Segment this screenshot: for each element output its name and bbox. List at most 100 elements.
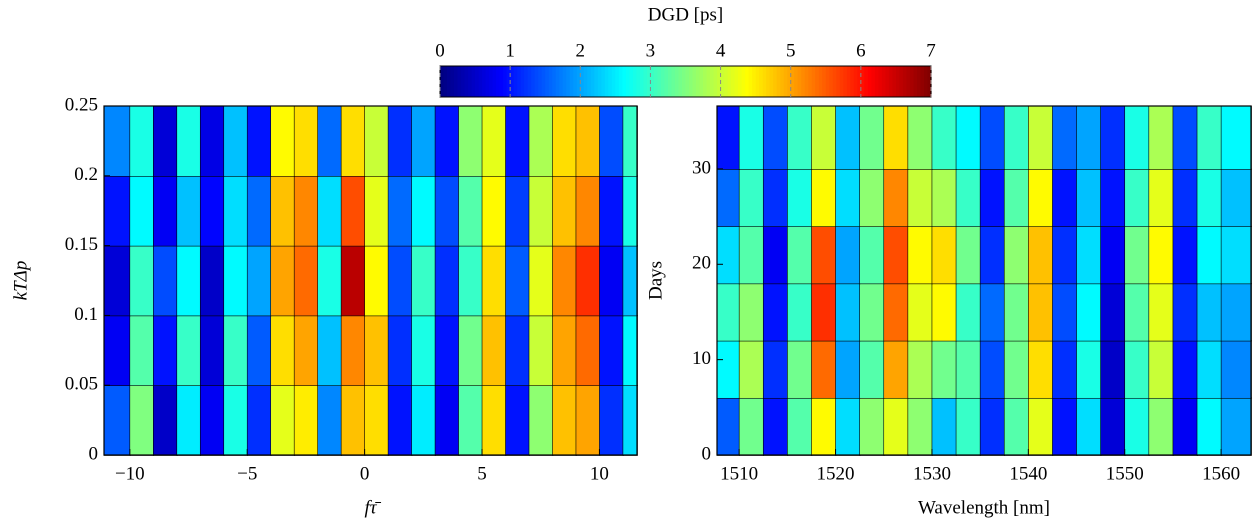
heat-cell	[505, 175, 530, 247]
heat-cell	[552, 175, 577, 247]
heat-cell	[293, 384, 319, 456]
colorbar-segment	[797, 66, 802, 97]
heat-cell	[1148, 340, 1174, 399]
y-tick-label: 30	[692, 157, 711, 178]
x-axis-label: Wavelength [nm]	[918, 497, 1050, 518]
heat-cell	[223, 315, 249, 386]
colorbar-segment	[657, 66, 662, 97]
colorbar-segment	[440, 66, 445, 97]
heat-cell	[481, 105, 507, 177]
colorbar-segment	[601, 66, 606, 97]
heat-cell	[859, 283, 885, 342]
colorbar-segment	[475, 66, 480, 97]
colorbar-segment	[552, 66, 557, 97]
heat-cell	[811, 225, 837, 285]
heat-cell	[293, 315, 319, 386]
heat-cell	[907, 225, 933, 285]
colorbar-segment	[776, 66, 781, 97]
colorbar-segment	[888, 66, 894, 97]
colorbar-segment	[710, 66, 715, 97]
colorbar-segment	[471, 66, 476, 97]
heat-cell	[246, 105, 272, 177]
heat-cell	[1220, 397, 1252, 456]
heat-cell	[270, 175, 295, 247]
y-tick-label: 0	[89, 443, 99, 464]
colorbar-segment	[485, 66, 490, 97]
heat-cell	[458, 384, 483, 456]
heat-cell	[1124, 283, 1150, 342]
heat-cell	[1052, 283, 1078, 342]
heat-cell	[176, 175, 202, 247]
heat-cell	[505, 315, 530, 386]
heat-cell	[859, 168, 885, 227]
colorbar-segment	[573, 66, 578, 97]
colorbar-segment	[839, 66, 844, 97]
heat-cell	[1196, 225, 1222, 285]
heat-cell	[575, 245, 601, 317]
colorbar-segment	[590, 66, 595, 97]
heat-cell	[1124, 340, 1150, 399]
colorbar-segment	[780, 66, 785, 97]
heat-cell	[716, 340, 740, 399]
heat-cell	[716, 283, 740, 342]
heat-cell	[622, 105, 638, 177]
heat-cell	[859, 340, 885, 399]
heat-cell	[859, 225, 885, 285]
heat-cell	[1028, 340, 1054, 399]
heat-cell	[1196, 283, 1222, 342]
heat-cell	[153, 315, 178, 386]
heat-cell	[1052, 225, 1078, 285]
colorbar-segment	[492, 66, 497, 97]
x-tick-label: 5	[477, 463, 487, 484]
heat-cell	[1028, 105, 1054, 170]
heat-cell	[411, 315, 436, 386]
heat-cell	[762, 168, 789, 227]
heat-cell	[481, 245, 507, 317]
x-tick-label: 1540	[1009, 463, 1047, 484]
heat-cell	[1148, 397, 1174, 456]
heat-cell	[270, 105, 295, 177]
heat-cell	[458, 245, 483, 317]
colorbar-segment	[615, 66, 620, 97]
colorbar-segment	[527, 66, 532, 97]
heat-cell	[1100, 397, 1126, 456]
x-tick-label: 1550	[1106, 463, 1144, 484]
y-axis-label: kTΔp	[10, 261, 31, 301]
colorbar-segment	[608, 66, 613, 97]
heat-cell	[883, 283, 909, 342]
heat-cell	[1196, 397, 1222, 456]
heat-cell	[599, 175, 624, 247]
heat-cell	[552, 105, 577, 177]
y-tick-label: 0.1	[74, 304, 98, 325]
heat-cell	[738, 340, 765, 399]
heat-cell	[1028, 168, 1054, 227]
x-tick-label: 0	[360, 463, 370, 484]
heat-cell	[1220, 225, 1252, 285]
heat-cell	[738, 397, 765, 456]
heat-cell	[1052, 105, 1078, 170]
heat-cell	[246, 245, 272, 317]
heat-cell	[411, 384, 436, 456]
colorbar-segment	[689, 66, 694, 97]
heat-cell	[411, 175, 436, 247]
colorbar-tick-label: 6	[856, 40, 866, 61]
heat-cell	[340, 315, 366, 386]
heat-cell	[738, 225, 765, 285]
heat-cell	[458, 175, 483, 247]
heat-cell	[1220, 168, 1252, 227]
heat-cell	[979, 168, 1006, 227]
heat-cell	[505, 245, 530, 317]
heat-cell	[955, 397, 981, 456]
heat-cell	[481, 315, 507, 386]
colorbar-segment	[548, 66, 553, 97]
colorbar-segment	[513, 66, 518, 97]
colorbar-segment	[815, 66, 820, 97]
heat-cell	[1003, 225, 1030, 285]
colorbar-tick-label: 2	[576, 40, 586, 61]
colorbar-segment	[587, 66, 592, 97]
heat-cell	[340, 105, 366, 177]
heat-cell	[103, 384, 131, 456]
heat-cell	[317, 175, 342, 247]
